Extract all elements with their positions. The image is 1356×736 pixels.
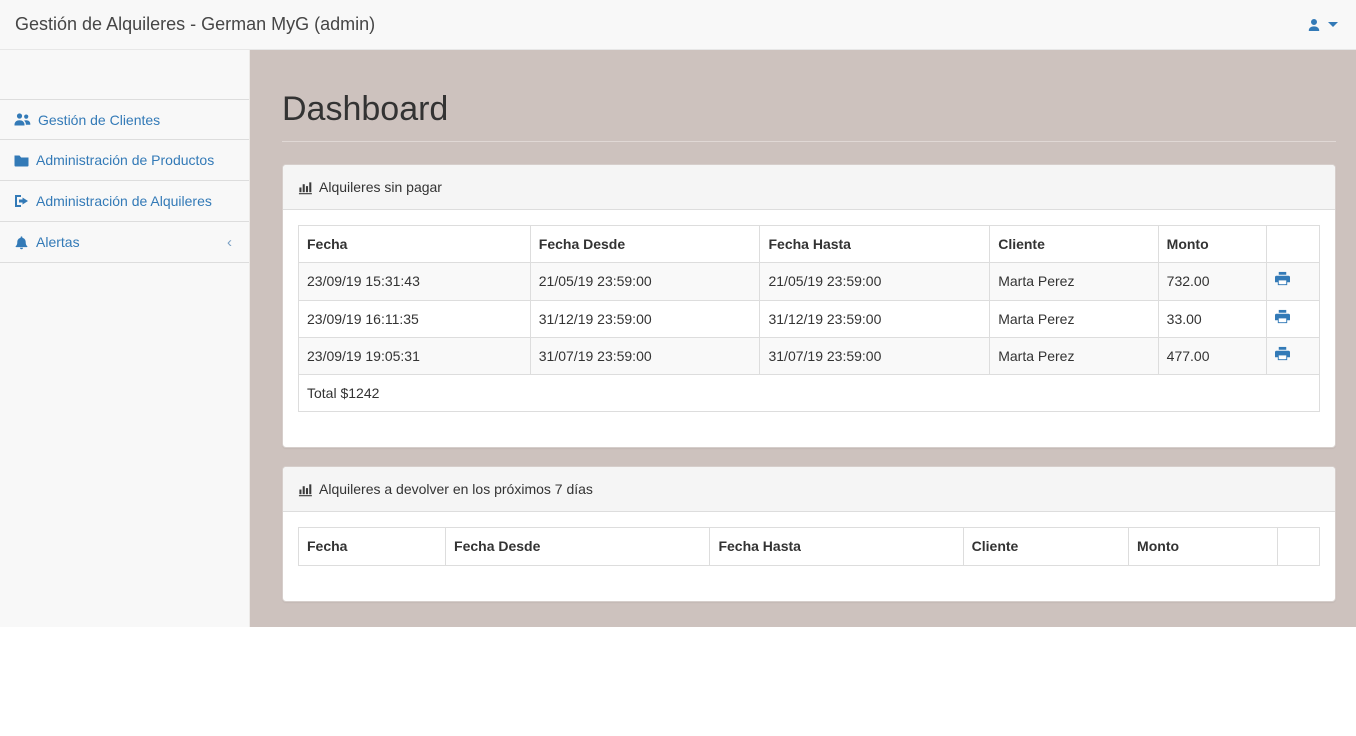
column-header: Cliente (962, 527, 1130, 566)
unpaid-rentals-table: Fecha Fecha Desde Fecha Hasta Cliente Monto … (298, 224, 1321, 413)
column-header (1277, 527, 1320, 566)
sidebar-menu: Gestión de Clientes Administración de Pr… (0, 99, 249, 263)
table-cell: 23/09/19 16:11:35 (298, 299, 531, 338)
column-header: Fecha Hasta (759, 224, 991, 264)
sidebar-item-label: Alertas (36, 234, 80, 250)
table-footer-row: Total $1242 (298, 374, 1320, 413)
table-cell: 21/05/19 23:59:00 (759, 262, 991, 301)
top-navbar: Gestión de Alquileres - German MyG (admi… (0, 0, 1356, 50)
column-header: Fecha (298, 224, 531, 264)
sidebar-item-administracion-alquileres[interactable]: Administración de Alquileres (0, 181, 249, 222)
caret-down-icon (1328, 21, 1338, 27)
page-title: Dashboard (282, 90, 449, 128)
bell-icon (14, 235, 29, 250)
table-cell: 477.00 (1157, 336, 1267, 376)
folder-icon (14, 153, 29, 167)
table-cell: 21/05/19 23:59:00 (529, 262, 761, 301)
column-header: Cliente (989, 224, 1159, 264)
sign-out-icon (14, 194, 29, 208)
user-menu-dropdown[interactable] (1306, 17, 1338, 33)
sidebar-item-gestion-clientes[interactable]: Gestión de Clientes (0, 99, 249, 140)
table-cell: Marta Perez (989, 262, 1159, 301)
column-header: Fecha (297, 527, 447, 566)
panel-alquileres-a-devolver: Alquileres a devolver en los próximos 7 … (282, 466, 1336, 602)
table-header-row: Fecha Fecha Desde Fecha Hasta Cliente Monto (298, 224, 1321, 264)
column-header: Fecha Desde (529, 224, 761, 264)
sidebar-item-label: Administración de Alquileres (36, 193, 212, 209)
column-header: Fecha Desde (445, 527, 711, 566)
bar-chart-icon (298, 484, 312, 497)
upcoming-returns-table: Fecha Fecha Desde Fecha Hasta Cliente Monto (297, 527, 1320, 566)
table-row: 23/09/19 19:05:31 31/07/19 23:59:00 31/07/… (298, 336, 1321, 376)
row-actions-cell (1265, 299, 1321, 338)
table-cell: 23/09/19 19:05:31 (298, 336, 531, 376)
table-cell: 31/12/19 23:59:00 (759, 299, 991, 338)
print-icon (1274, 309, 1290, 323)
panel-heading: Alquileres sin pagar (283, 165, 1335, 210)
title-divider (282, 141, 1336, 142)
column-header: Monto (1157, 224, 1267, 264)
sidebar-item-label: Administración de Productos (36, 152, 215, 168)
app-title: Gestión de Alquileres - German MyG (admi… (15, 14, 376, 34)
bar-chart-icon (298, 181, 312, 194)
table-total: Total $1242 (298, 374, 1320, 413)
sidebar-item-administracion-productos[interactable]: Administración de Productos (0, 140, 249, 181)
panel-body: Fecha Fecha Desde Fecha Hasta Cliente Monto … (283, 210, 1335, 447)
panel-alquileres-sin-pagar: Alquileres sin pagar Fecha Fecha Desde Fec… (282, 164, 1336, 449)
table-cell: 31/07/19 23:59:00 (759, 336, 991, 376)
column-header (1265, 224, 1321, 264)
table-row: 23/09/19 15:31:43 21/05/19 23:59:00 21/05/… (298, 262, 1321, 301)
column-header: Monto (1128, 527, 1279, 566)
print-icon (1274, 272, 1290, 286)
table-cell: 33.00 (1157, 299, 1267, 338)
row-actions-cell (1265, 336, 1321, 376)
sidebar-item-label: Gestión de Clientes (38, 111, 161, 128)
table-header-row: Fecha Fecha Desde Fecha Hasta Cliente Monto (297, 527, 1320, 566)
print-button[interactable] (1274, 346, 1290, 361)
table-cell: 31/12/19 23:59:00 (529, 299, 761, 338)
table-cell: Marta Perez (989, 299, 1159, 338)
chevron-left-icon[interactable]: ‹ (227, 233, 232, 251)
user-icon (1308, 18, 1320, 31)
table-cell: 23/09/19 15:31:43 (298, 262, 531, 301)
panel-title: Alquileres a devolver en los próximos 7 … (319, 481, 593, 498)
column-header: Fecha Hasta (709, 527, 964, 566)
print-button[interactable] (1274, 271, 1290, 286)
print-button[interactable] (1274, 309, 1290, 324)
sidebar: Gestión de Clientes Administración de Pr… (0, 50, 250, 627)
main-content: Dashboard Alquileres sin pagar (250, 50, 1356, 627)
table-body: 23/09/19 15:31:43 21/05/19 23:59:00 21/05/… (298, 262, 1321, 376)
table-cell: 31/07/19 23:59:00 (529, 336, 761, 376)
table-cell: 732.00 (1157, 262, 1267, 301)
print-icon (1274, 346, 1290, 360)
panel-title: Alquileres sin pagar (319, 179, 442, 195)
panel-heading: Alquileres a devolver en los próximos 7 … (283, 467, 1335, 513)
table-row: 23/09/19 16:11:35 31/12/19 23:59:00 31/12/… (298, 299, 1321, 338)
users-icon (14, 112, 31, 127)
sidebar-item-alertas[interactable]: Alertas ‹ (0, 222, 249, 263)
row-actions-cell (1265, 262, 1321, 301)
panel-body: Fecha Fecha Desde Fecha Hasta Cliente Monto (283, 512, 1335, 600)
table-cell: Marta Perez (989, 336, 1159, 376)
